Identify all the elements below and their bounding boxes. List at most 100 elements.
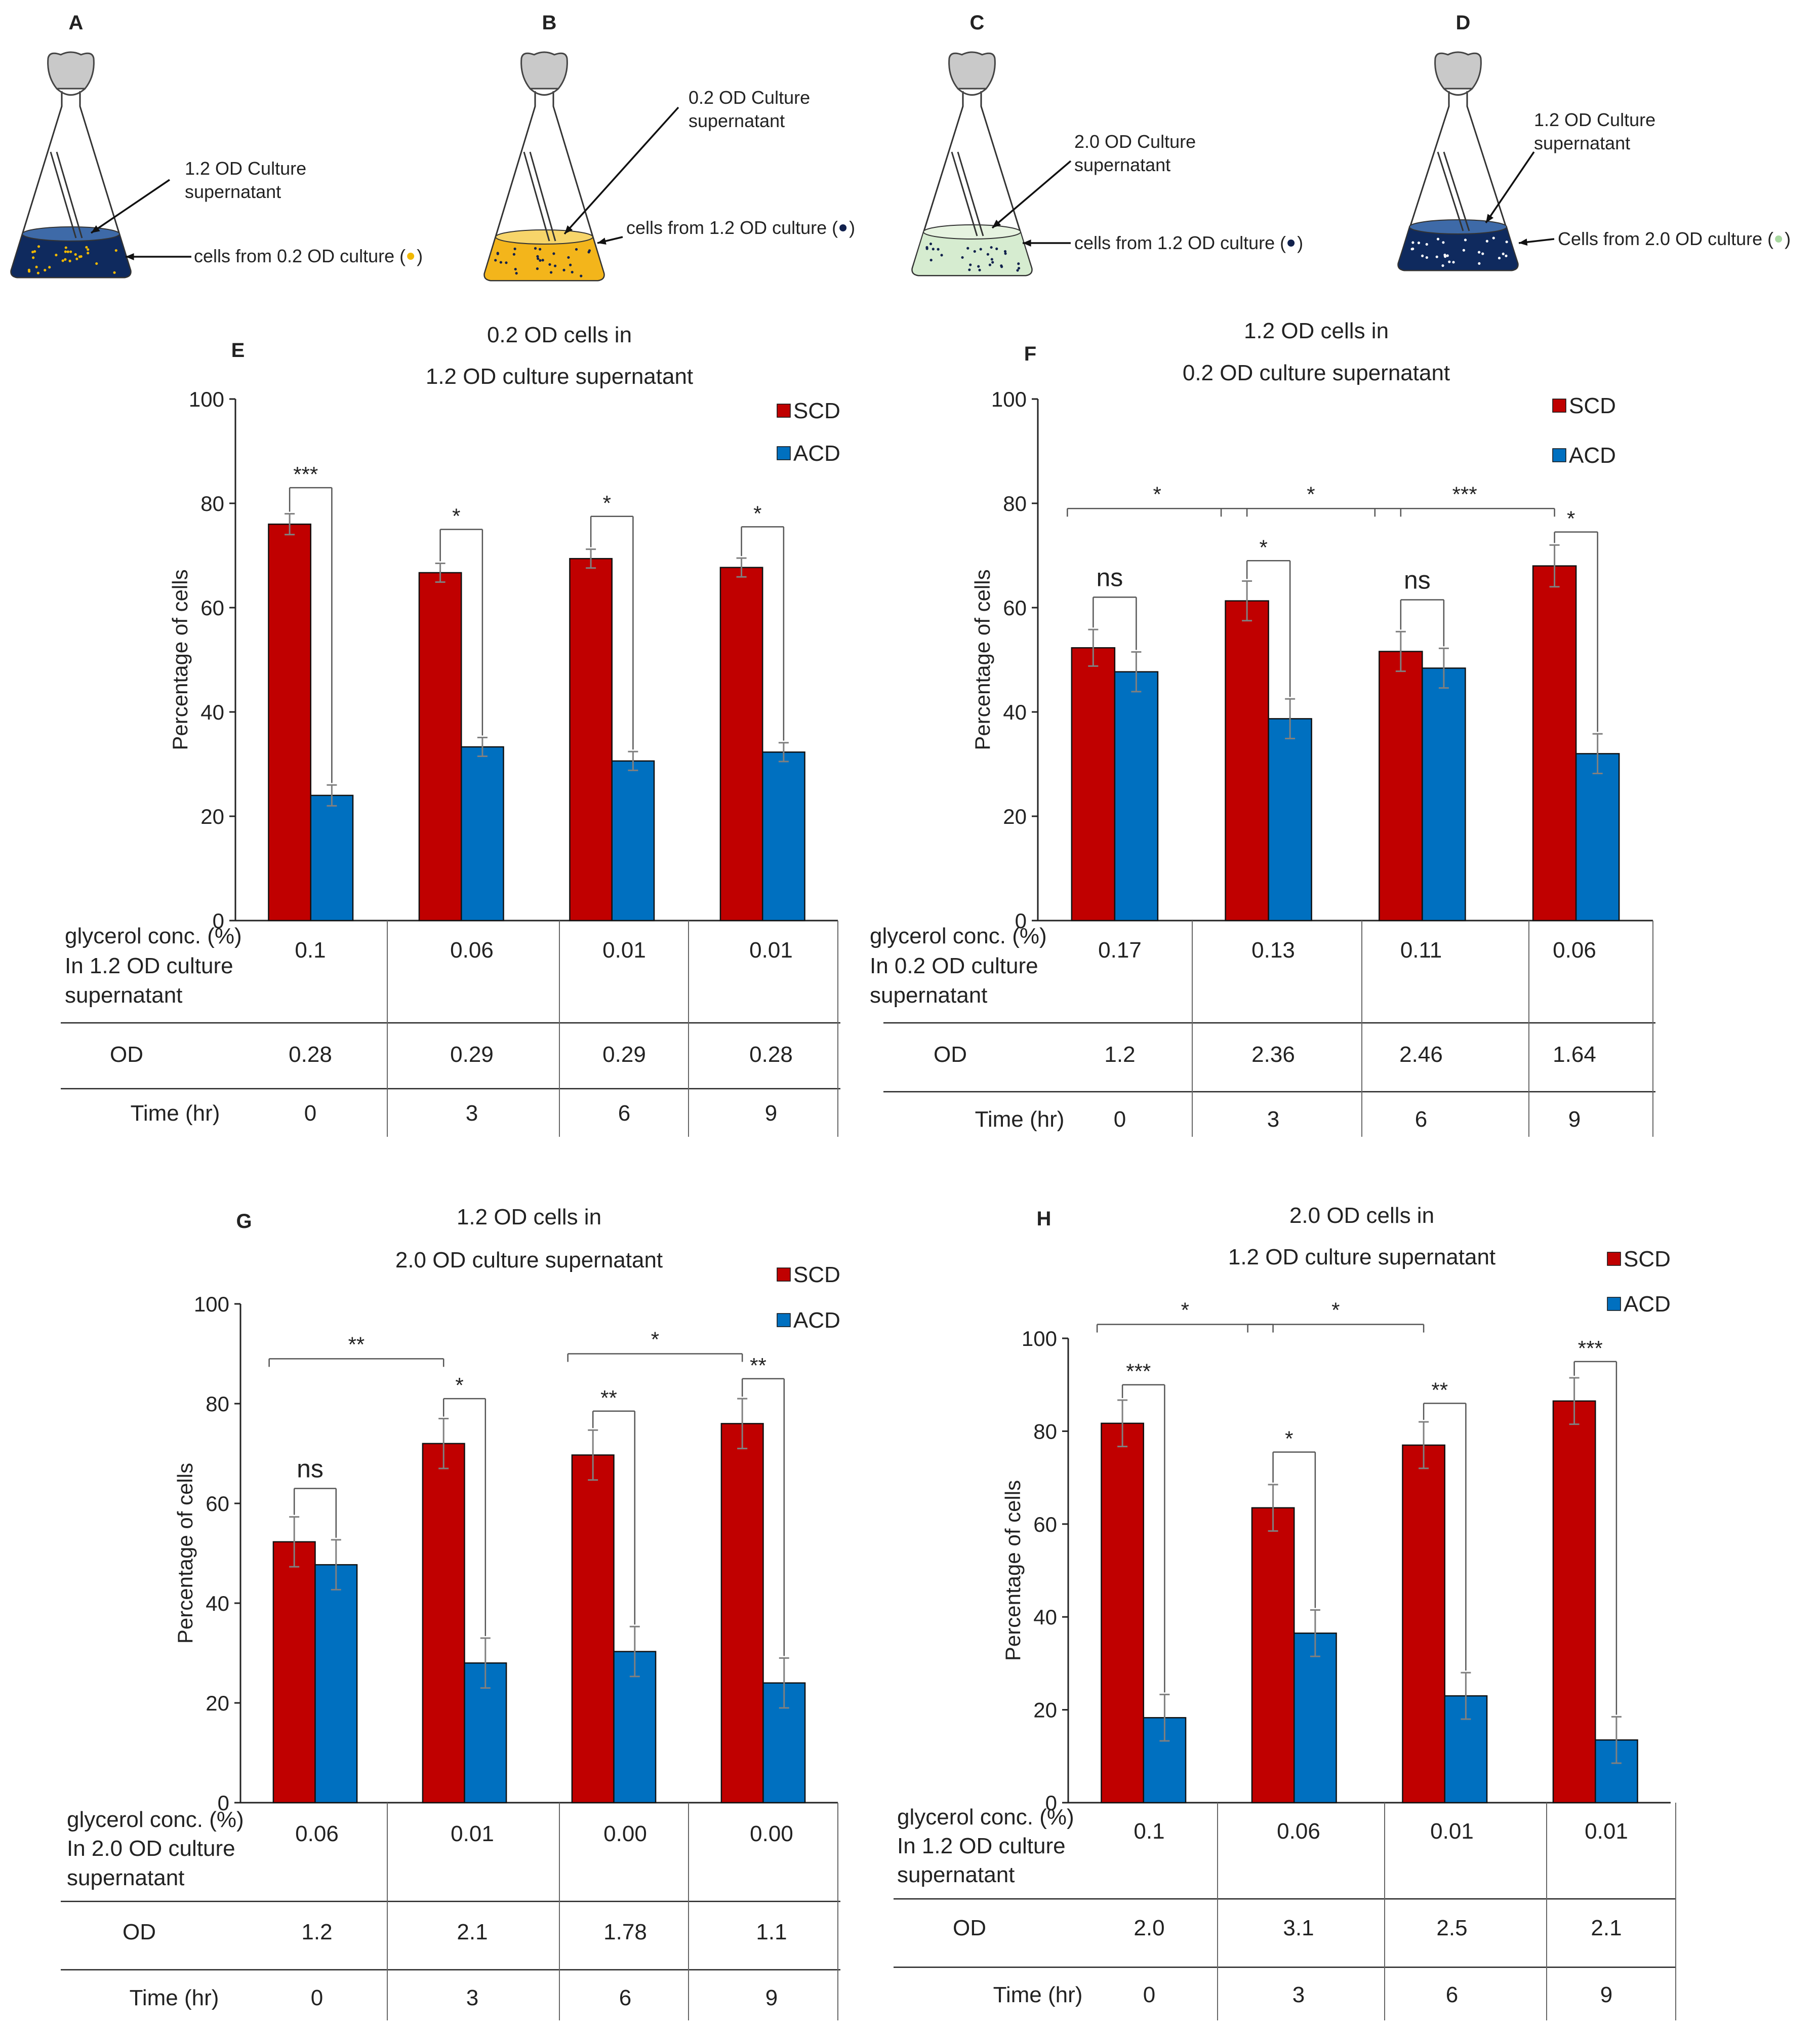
supernatant-label-line1: 1.2 OD Culture	[185, 158, 306, 179]
flask-stopper	[520, 51, 568, 90]
cell-dot	[937, 248, 940, 251]
flask-liquid-surface	[22, 226, 120, 242]
pipette-line	[529, 151, 556, 242]
significance-label: ***	[1452, 482, 1477, 506]
table-cell-time: 0	[1143, 1982, 1155, 2007]
cell-dot	[64, 258, 67, 261]
table-row-label-od: OD	[123, 1920, 156, 1944]
table-cell-od: 1.2	[301, 1920, 332, 1944]
cell-dot	[75, 257, 78, 260]
cell-dot	[1442, 241, 1445, 244]
supernatant-label-line1: 1.2 OD Culture	[1534, 109, 1655, 130]
table-cell-glycerol: 0.13	[1251, 938, 1295, 963]
scd-bar	[569, 558, 613, 922]
supernatant-label-line2: supernatant	[185, 181, 281, 202]
table-cell-glycerol: 0.01	[451, 1821, 494, 1846]
significance-label: *	[1285, 1427, 1293, 1451]
scd-bar	[1225, 600, 1269, 922]
cell-dot	[505, 261, 508, 264]
cell-dot	[44, 268, 47, 272]
scd-bar	[268, 523, 312, 922]
supernatant-label-line2: supernatant	[1074, 154, 1170, 175]
cell-dot	[515, 272, 518, 275]
acd-bar	[1114, 671, 1159, 922]
cell-dot	[925, 247, 928, 250]
table-row-label-glycerol: glycerol conc. (%)	[870, 924, 1047, 948]
legend-label-acd: ACD	[793, 441, 840, 466]
significance-label: *	[651, 1328, 659, 1351]
cell-dot	[569, 263, 572, 266]
table-row-label-time: Time (hr)	[993, 1982, 1083, 2007]
cells-arrow-head	[1519, 238, 1528, 246]
cell-dot	[991, 261, 994, 264]
table-row-label-glycerol: In 2.0 OD culture	[67, 1836, 235, 1861]
scd-bar	[1379, 651, 1423, 922]
flask-liquid-surface	[923, 224, 1021, 240]
legend-label-scd: SCD	[793, 399, 840, 423]
y-tick-label: 100	[189, 387, 224, 411]
cell-dot	[575, 248, 578, 251]
table-row-label-glycerol: glycerol conc. (%)	[897, 1805, 1074, 1830]
panel-label-a: A	[69, 12, 84, 34]
cell-dot	[1435, 255, 1438, 258]
cell-dot	[553, 264, 557, 267]
cell-dot	[990, 246, 993, 249]
significance-label: **	[600, 1386, 617, 1410]
table-cell-od: 0.29	[450, 1042, 494, 1067]
legend-swatch-scd	[777, 1267, 791, 1282]
cell-dot	[514, 267, 517, 271]
legend-swatch-acd	[777, 1313, 791, 1327]
cells-label: cells from 1.2 OD culture (	[1074, 232, 1286, 253]
cell-dot	[33, 250, 36, 253]
cell-dot	[1417, 242, 1421, 245]
cell-dot	[36, 271, 39, 274]
cell-dot	[1505, 241, 1508, 244]
flask-liquid	[1397, 226, 1519, 271]
chart-title-line1: 1.2 OD cells in	[457, 1205, 601, 1229]
flask-stopper	[1434, 51, 1482, 90]
y-tick-label: 100	[991, 387, 1027, 411]
y-tick-label: 60	[200, 596, 224, 620]
table-cell-time: 9	[765, 1985, 778, 2010]
acd-bar	[1575, 753, 1620, 922]
scd-bar	[1101, 1422, 1144, 1804]
cell-dot	[28, 270, 31, 273]
cells-arrow-head	[1023, 239, 1031, 247]
cell-dot	[1441, 264, 1444, 267]
cell-dot	[494, 259, 497, 262]
flask-stopper-lip	[56, 88, 86, 96]
table-cell-od: 0.28	[749, 1042, 793, 1067]
y-tick-label: 20	[1033, 1698, 1057, 1722]
significance-label: **	[348, 1332, 365, 1356]
cell-dot	[548, 263, 551, 266]
table-cell-glycerol: 0.1	[295, 938, 326, 963]
scd-bar	[1071, 647, 1116, 922]
table-cell-glycerol: 0.00	[750, 1821, 793, 1846]
table-cell-glycerol: 0.06	[450, 938, 494, 963]
cell-dot	[580, 274, 583, 277]
significance-label: ***	[293, 462, 318, 486]
cell-dot	[1448, 260, 1451, 263]
chart-title-line2: 0.2 OD culture supernatant	[1183, 361, 1450, 385]
significance-label: *	[452, 504, 460, 528]
flask-stopper-lip	[1443, 88, 1473, 96]
chart-title-line2: 1.2 OD culture supernatant	[426, 364, 693, 389]
y-axis-label: Percentage of cells	[173, 1463, 197, 1644]
cell-dot	[1425, 256, 1428, 259]
chart-title-line2: 2.0 OD culture supernatant	[395, 1248, 663, 1273]
table-cell-od: 2.1	[457, 1920, 488, 1944]
cell-dot	[113, 271, 116, 274]
cell-dot	[1017, 267, 1021, 270]
cells-arrow-head	[126, 253, 134, 261]
table-cell-time: 3	[466, 1985, 478, 2010]
scd-bar	[1532, 565, 1577, 922]
cell-dot	[534, 247, 537, 250]
cells-label: cells from 1.2 OD culture (	[626, 217, 838, 238]
cell-dot	[562, 268, 565, 271]
scd-bar	[418, 572, 462, 922]
cell-dot	[990, 258, 993, 261]
supernatant-arrow	[563, 106, 679, 235]
table-cell-time: 6	[1446, 1982, 1458, 2007]
table-cell-od: 2.36	[1251, 1042, 1295, 1067]
scd-bar	[272, 1541, 316, 1804]
